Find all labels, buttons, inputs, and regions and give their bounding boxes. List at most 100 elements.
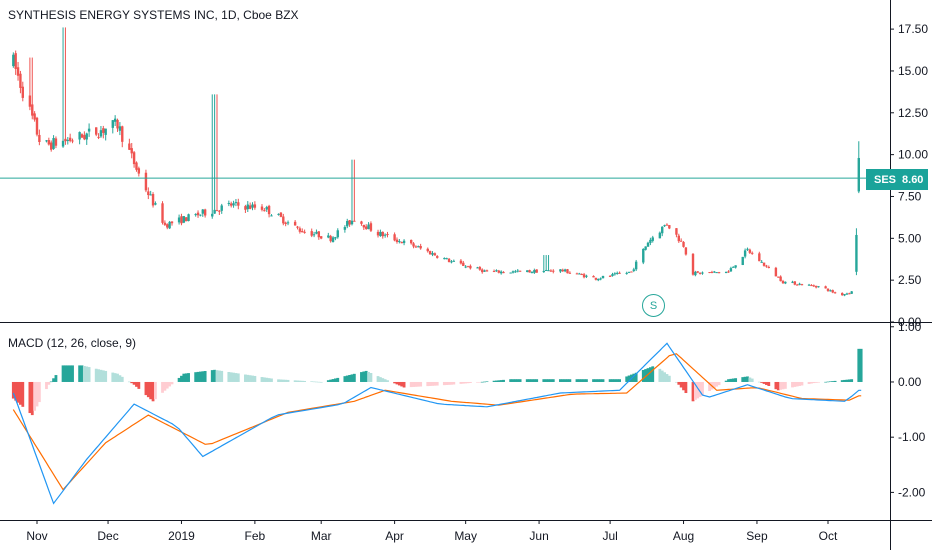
candle-body — [597, 278, 600, 281]
macd-histogram-bar — [360, 372, 363, 382]
candle-body — [218, 210, 221, 212]
macd-histogram-bar — [78, 365, 82, 382]
candle-body — [38, 134, 41, 142]
macd-histogram-bar — [132, 381, 136, 385]
candle-body — [319, 236, 323, 239]
split-event-marker[interactable]: S — [642, 294, 665, 317]
macd-histogram-bar — [798, 381, 801, 386]
candle-body — [118, 126, 122, 131]
macd-histogram-bar — [137, 381, 141, 389]
macd-histogram-bar — [52, 378, 55, 382]
candle-body — [767, 266, 770, 268]
macd-histogram-bar — [781, 381, 785, 390]
macd-histogram-bar — [87, 367, 91, 382]
candle-body — [50, 142, 53, 150]
macd-histogram-bar — [682, 381, 685, 391]
candle-body — [599, 278, 602, 280]
macd-histogram-bar — [480, 381, 484, 383]
candle-body — [182, 216, 186, 223]
macd-histogram-bar — [201, 371, 205, 382]
candle-body — [608, 275, 612, 277]
macd-histogram-bar — [840, 380, 844, 382]
candle-body — [812, 285, 815, 287]
macd-histogram-bar — [182, 373, 186, 382]
candle-body — [774, 267, 778, 277]
macd-histogram-bar — [54, 375, 58, 382]
candle-body — [665, 224, 669, 226]
macd-histogram-bar — [331, 379, 335, 382]
candle-body — [746, 248, 749, 250]
price-axis-label: 10.00 — [898, 148, 928, 162]
macd-histogram-bar — [298, 380, 302, 382]
candle-body — [661, 226, 664, 234]
candle-body — [414, 246, 418, 248]
macd-histogram-bar — [232, 372, 235, 382]
macd-histogram-bar — [447, 381, 451, 385]
macd-histogram-bar — [236, 373, 240, 382]
candle-body — [286, 222, 290, 224]
macd-histogram-bar — [518, 379, 522, 382]
candle-body — [734, 265, 737, 268]
macd-histogram-bar — [270, 378, 273, 382]
candle-body — [824, 286, 827, 289]
candle-body — [817, 286, 820, 288]
candle-body — [381, 231, 384, 237]
macd-histogram-bar — [30, 381, 34, 416]
candle-body — [708, 272, 711, 274]
macd-histogram-bar — [513, 379, 517, 382]
macd-histogram-bar — [33, 381, 37, 411]
candle-body — [544, 269, 548, 271]
macd-histogram-bar — [828, 381, 832, 382]
candle-body — [630, 271, 633, 273]
candle-body — [485, 270, 489, 272]
macd-histogram-bar — [203, 371, 207, 382]
candle-body — [64, 138, 67, 142]
candle-body — [691, 253, 695, 275]
candle-body — [353, 220, 356, 222]
price-axis-label: 0.00 — [898, 315, 922, 329]
macd-histogram-bar — [691, 381, 695, 402]
macd-histogram-bar — [658, 368, 662, 382]
macd-histogram-bar — [535, 379, 539, 382]
macd-histogram-bar — [743, 376, 747, 382]
candle-body — [95, 127, 98, 135]
macd-histogram-bar — [151, 381, 155, 402]
candle-body — [279, 212, 283, 217]
macd-histogram-bar — [762, 381, 766, 384]
candle-body — [386, 233, 389, 235]
macd-histogram-bar — [286, 379, 290, 382]
macd-histogram-bar — [367, 371, 370, 382]
candle-body — [483, 270, 486, 272]
candle-body — [514, 271, 517, 273]
macd-histogram-bar — [511, 379, 515, 382]
macd-histogram-bar — [793, 381, 797, 387]
macd-histogram-bar — [608, 379, 612, 382]
price-axis-label: 7.50 — [898, 189, 922, 203]
candle-body — [497, 270, 501, 273]
candle-body — [526, 270, 529, 272]
candle-body — [78, 132, 81, 140]
macd-indicator-label[interactable]: MACD (12, 26, close, 9) — [8, 336, 136, 350]
macd-histogram-bar — [601, 379, 605, 382]
candle-body — [412, 243, 415, 247]
candle-body — [758, 253, 761, 262]
candle-body — [19, 73, 22, 88]
macd-histogram-bar — [99, 369, 103, 382]
candle-body — [234, 202, 238, 204]
macd-histogram-bar — [28, 381, 32, 414]
macd-histogram-bar — [393, 381, 397, 384]
candle-body — [144, 172, 148, 191]
candle-body — [760, 261, 763, 263]
candle-body — [248, 205, 252, 209]
macd-histogram-bar — [135, 381, 138, 387]
candle-body — [447, 258, 451, 263]
macd-histogram-bar — [679, 381, 683, 388]
macd-histogram-bar — [459, 381, 463, 384]
candle-body — [511, 271, 515, 273]
candle-body — [130, 148, 133, 154]
candle-body — [729, 268, 733, 272]
macd-histogram-bar — [85, 366, 89, 382]
candle-body — [199, 214, 202, 216]
